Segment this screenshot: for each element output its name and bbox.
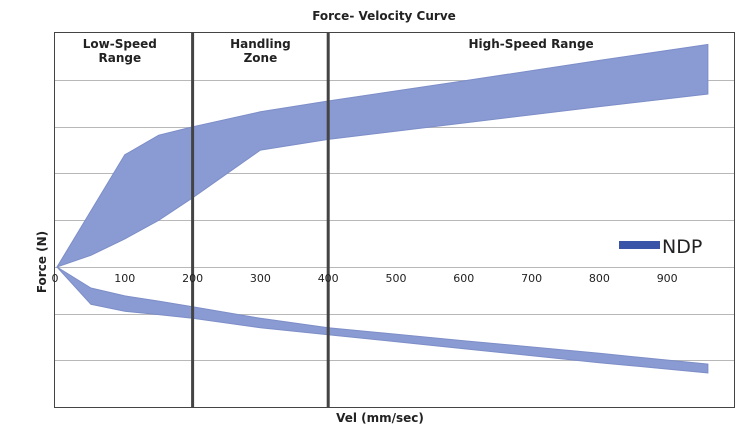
data-bands — [55, 43, 709, 374]
legend-swatch-0 — [619, 241, 660, 249]
legend-label-0: NDP — [662, 236, 702, 258]
region-labels: Low-Speed Range Handling Zone High-Speed Ran… — [83, 37, 594, 65]
y-axis-label: Force (N) — [35, 231, 49, 293]
region-label-1: Handling Zone — [230, 37, 291, 65]
x-tick-label-7: 700 — [521, 272, 542, 285]
band-rebound — [55, 43, 709, 268]
legend: NDP — [619, 236, 702, 258]
chart-title: Force- Velocity Curve — [312, 9, 456, 23]
x-tick-label-8: 800 — [589, 272, 610, 285]
x-tick-label-3: 300 — [250, 272, 271, 285]
x-axis-label: Vel (mm/sec) — [336, 411, 424, 425]
region-label-0: Low-Speed Range — [83, 37, 157, 65]
x-tick-label-2: 200 — [182, 272, 203, 285]
x-tick-label-1: 100 — [114, 272, 135, 285]
x-tick-label-0: 0 — [52, 272, 59, 285]
x-tick-labels: 0 100 200 300 400 500 600 700 800 900 — [52, 272, 678, 285]
region-dividers — [191, 33, 330, 407]
x-tick-label-4: 400 — [318, 272, 339, 285]
plot-frame — [54, 32, 735, 408]
x-tick-label-9: 900 — [657, 272, 678, 285]
band-compression — [56, 266, 709, 374]
x-tick-label-6: 600 — [453, 272, 474, 285]
x-tick-label-5: 500 — [386, 272, 407, 285]
region-label-2: High-Speed Range — [469, 37, 594, 51]
